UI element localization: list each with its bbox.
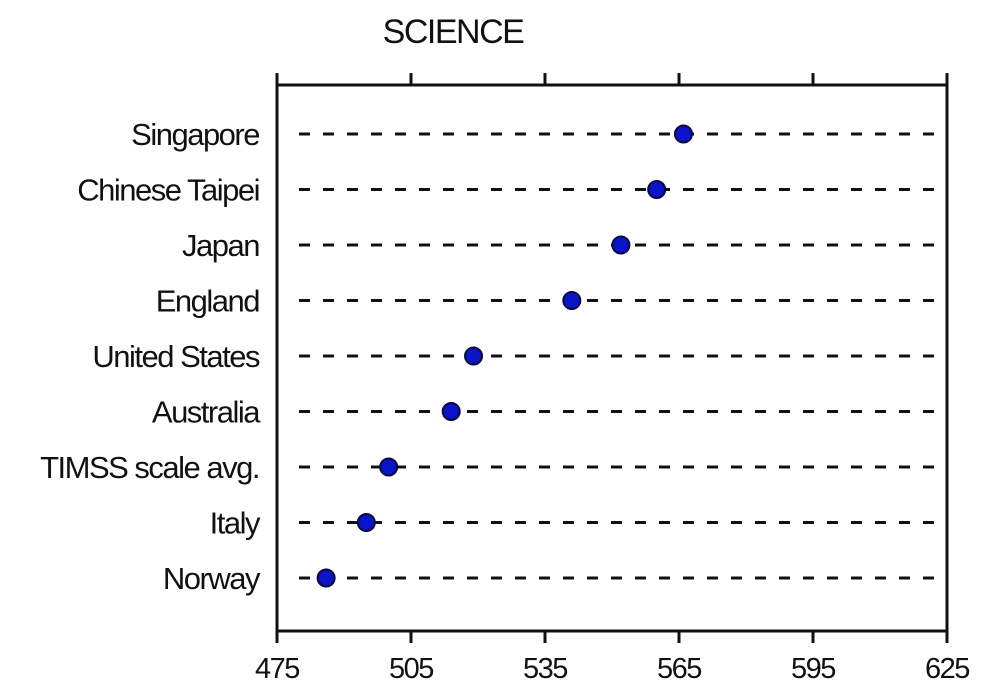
category-label: England	[156, 284, 260, 319]
category-label: Norway	[163, 561, 261, 596]
data-point	[673, 124, 693, 144]
category-label: Chinese Taipei	[77, 173, 259, 208]
data-point	[379, 457, 399, 477]
category-label: TIMSS scale avg.	[40, 450, 259, 485]
category-labels: Singapore Chinese Taipei Japan England Unite…	[40, 117, 263, 596]
x-tick-label: 565	[657, 653, 701, 685]
data-point	[356, 513, 376, 532]
data-points	[316, 124, 693, 588]
category-label: Singapore	[131, 117, 259, 152]
category-label: Italy	[210, 506, 261, 541]
x-tick-label: 475	[255, 653, 299, 685]
x-tick-label: 505	[389, 653, 433, 685]
category-label: Australia	[152, 395, 261, 430]
data-point	[647, 180, 667, 199]
category-label: United States	[92, 339, 260, 374]
category-label: Japan	[182, 228, 259, 263]
plot-frame	[275, 83, 949, 633]
data-point	[562, 291, 582, 310]
data-point	[316, 568, 336, 588]
data-point	[464, 346, 484, 366]
chart-title: SCIENCE	[383, 13, 524, 51]
data-point	[611, 235, 631, 255]
x-tick-label: 625	[925, 653, 969, 685]
data-point	[441, 402, 461, 421]
x-tick-label: 595	[791, 653, 835, 685]
x-tick-label: 535	[523, 653, 567, 685]
x-axis: 475 505 535 565 595 625	[255, 73, 971, 685]
gridlines	[299, 132, 947, 580]
